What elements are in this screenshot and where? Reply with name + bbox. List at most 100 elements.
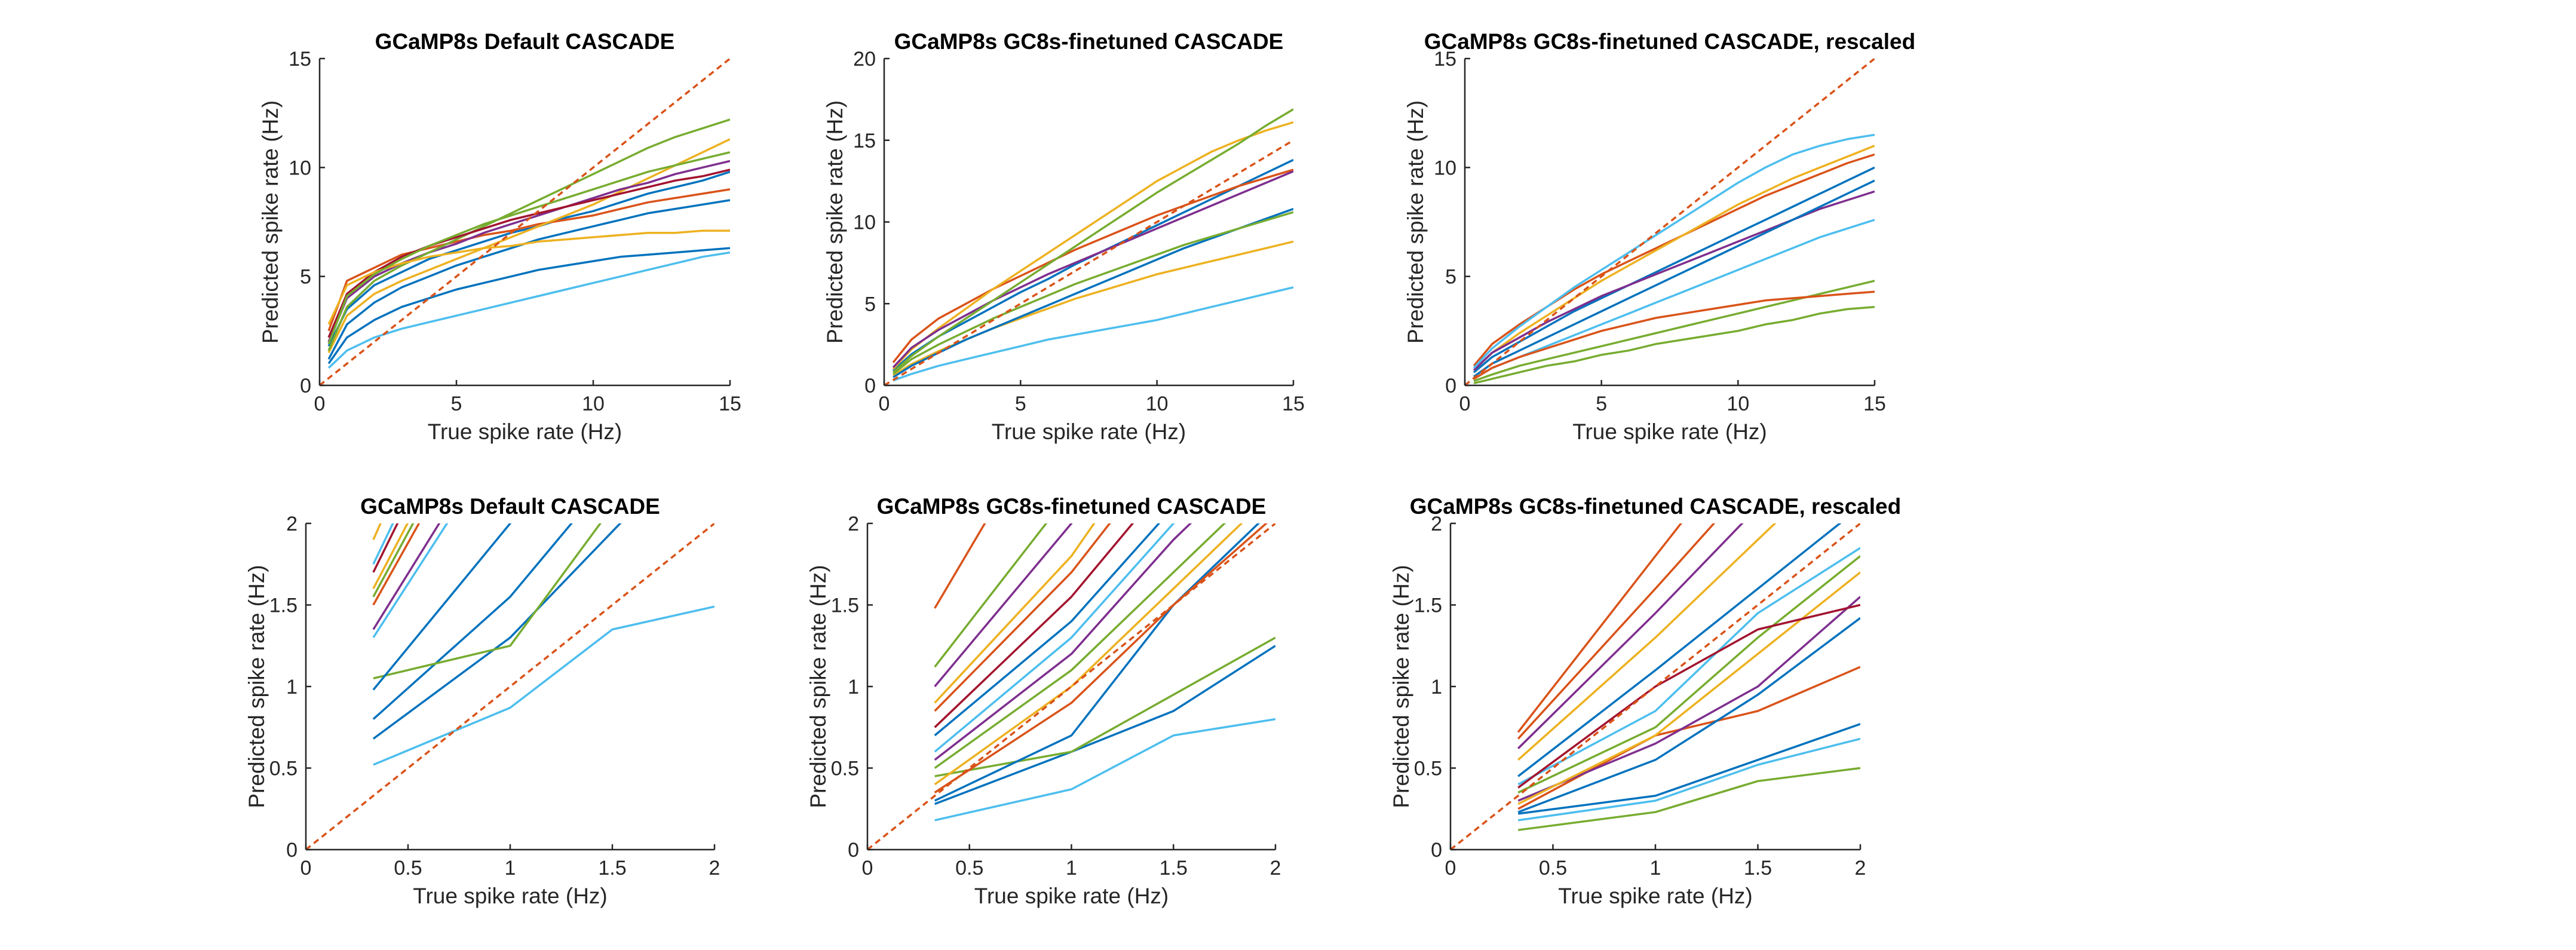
y-tick-label: 1 <box>848 676 859 698</box>
x-tick-label: 15 <box>719 393 741 415</box>
y-tick-label: 1 <box>1431 676 1442 698</box>
series-line-2 <box>372 523 622 740</box>
x-tick-label: 2 <box>1855 857 1866 879</box>
series-line-3 <box>934 636 1275 777</box>
series-line-3 <box>1517 723 1860 815</box>
series-line-11 <box>327 247 730 364</box>
series-line-14 <box>1517 523 1683 733</box>
y-tick-label: 10 <box>853 212 876 234</box>
y-tick-label: 0 <box>286 839 298 862</box>
y-tick-label: 10 <box>289 157 311 179</box>
y-axis-label: Predicted spike rate (Hz) <box>1403 100 1428 344</box>
series-line-5 <box>934 523 1268 793</box>
panel-bottom-left: 0 0.5 1 1.5 2 0 0.5 1 1.5 2 GCaMP8s Default CASCAD… <box>244 494 720 908</box>
series-line-8 <box>1517 555 1860 794</box>
y-tick-label: 2 <box>848 513 859 535</box>
x-axis-label: True spike rate (Hz) <box>992 419 1186 444</box>
x-tick-label: 10 <box>1146 393 1169 415</box>
y-tick-label: 10 <box>1434 157 1456 179</box>
chart-title: GCaMP8s GC8s-finetuned CASCADE <box>894 29 1284 54</box>
series-line-1 <box>373 605 714 766</box>
series-line-3 <box>372 523 573 720</box>
panel-top-middle: 0 5 10 15 0 5 10 15 20 GCaMP8s GC8s-finetuned CAS… <box>823 29 1305 444</box>
series-line-10 <box>934 523 1161 737</box>
x-axis-label: True spike rate (Hz) <box>1558 884 1753 908</box>
x-axis-label: True spike rate (Hz) <box>428 419 622 444</box>
series-line-5 <box>327 118 730 351</box>
x-tick-label: 0 <box>1459 393 1471 415</box>
series-line-4 <box>934 523 1261 802</box>
series-line-6 <box>1473 219 1875 380</box>
chart-title: GCaMP8s Default CASCADE <box>360 494 660 519</box>
y-tick-label: 5 <box>864 293 876 315</box>
series-line-12 <box>372 523 394 565</box>
series-line-15 <box>934 523 1048 668</box>
series-line-1 <box>934 718 1275 822</box>
y-axis-label: Predicted spike rate (Hz) <box>244 565 269 808</box>
x-tick-label: 0 <box>1445 857 1456 879</box>
x-tick-label: 0 <box>314 393 326 415</box>
series-line-6 <box>327 251 730 369</box>
series-line-7 <box>893 240 1293 377</box>
series-line-3 <box>892 121 1293 370</box>
series-line-7 <box>1517 571 1860 805</box>
x-tick-label: 1.5 <box>598 857 626 879</box>
series-line-1 <box>1473 166 1875 373</box>
y-tick-label: 5 <box>1445 266 1456 289</box>
plot-area <box>1450 523 1860 850</box>
series-line-13 <box>1517 523 1744 749</box>
x-tick-label: 5 <box>1015 393 1026 415</box>
y-tick-label: 15 <box>1434 48 1456 71</box>
series-line-15 <box>1517 523 1716 740</box>
identity-line <box>1465 59 1875 385</box>
series-line-14 <box>934 523 1073 688</box>
x-tick-label: 0.5 <box>394 857 422 879</box>
series-line-7 <box>1473 179 1875 378</box>
y-axis-label: Predicted spike rate (Hz) <box>823 100 847 344</box>
series-line-6 <box>1517 596 1860 802</box>
y-tick-label: 15 <box>853 130 876 152</box>
x-tick-label: 10 <box>1726 393 1749 415</box>
chart-title: GCaMP8s GC8s-finetuned CASCADE, rescaled <box>1424 29 1915 54</box>
x-tick-label: 0 <box>862 857 873 879</box>
chart-title: GCaMP8s Default CASCADE <box>375 29 675 54</box>
series-line-11 <box>1517 523 1842 777</box>
y-tick-label: 1 <box>286 676 298 698</box>
x-tick-label: 0 <box>879 393 890 415</box>
identity-line <box>320 59 730 385</box>
x-tick-label: 0.5 <box>955 857 983 879</box>
series-line-11 <box>934 523 1134 728</box>
x-tick-label: 10 <box>582 393 605 415</box>
x-axis-label: True spike rate (Hz) <box>1572 419 1767 444</box>
y-tick-label: 0.5 <box>1414 758 1442 780</box>
panel-top-left: 0 5 10 15 0 5 10 15 GCaMP8s Default CASCADE True … <box>258 29 741 444</box>
series-line-12 <box>1517 523 1777 761</box>
x-axis-label: True spike rate (Hz) <box>974 884 1169 908</box>
series-line-10 <box>1473 133 1875 369</box>
series-line-2 <box>1517 737 1860 822</box>
identity-line <box>884 139 1293 385</box>
x-tick-label: 5 <box>451 393 462 415</box>
y-axis-label: Predicted spike rate (Hz) <box>258 100 283 344</box>
y-tick-label: 0 <box>864 375 876 397</box>
series-line-10 <box>327 151 730 345</box>
series-line-1 <box>327 170 730 347</box>
plot-area <box>320 59 730 385</box>
y-axis-label: Predicted spike rate (Hz) <box>1389 565 1413 808</box>
x-tick-label: 15 <box>1282 393 1305 415</box>
plot-area <box>306 523 714 850</box>
series-line-4 <box>373 523 602 680</box>
y-tick-label: 20 <box>853 48 876 71</box>
y-tick-label: 0.5 <box>269 758 298 780</box>
series-line-10 <box>372 523 399 573</box>
x-tick-label: 1 <box>1066 857 1077 879</box>
identity-line <box>867 523 1275 850</box>
series-line-9 <box>1517 547 1860 786</box>
y-tick-label: 1.5 <box>831 594 859 617</box>
series-line-6 <box>893 286 1293 382</box>
y-tick-label: 0 <box>1445 375 1456 397</box>
y-tick-label: 0 <box>300 375 311 397</box>
x-tick-label: 2 <box>709 857 720 879</box>
